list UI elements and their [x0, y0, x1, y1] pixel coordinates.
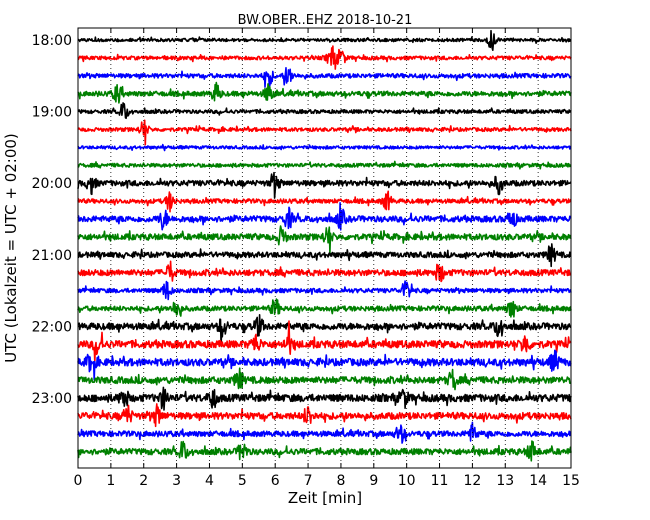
- y-axis: 18:00 19:00 20:00 21:00 22:00 23:00: [32, 33, 571, 407]
- x-tick-label: 9: [369, 473, 378, 489]
- x-tick-label: 12: [463, 473, 481, 489]
- x-tick-label: 5: [238, 473, 247, 489]
- y-tick-label: 20:00: [32, 176, 72, 192]
- grid-lines: [110, 28, 539, 468]
- trace-line: [77, 314, 572, 347]
- trace-line: [77, 349, 572, 381]
- trace-line: [77, 320, 572, 363]
- trace-line: [77, 202, 572, 231]
- x-tick-label: 11: [431, 473, 449, 489]
- chart-title: BW.OBER..EHZ 2018-10-21: [238, 13, 413, 28]
- trace-line: [77, 243, 572, 268]
- trace-line: [77, 190, 572, 213]
- x-axis: 0 1 2 3 4 5 6 7 8 9 10 11 12 13 14 15: [74, 28, 580, 489]
- trace-line: [77, 171, 572, 199]
- trace-line: [77, 102, 572, 120]
- x-tick-label: 13: [496, 473, 514, 489]
- trace-line: [77, 225, 572, 254]
- trace-line: [77, 119, 572, 146]
- trace-line: [77, 421, 572, 444]
- trace-line: [77, 143, 572, 152]
- y-axis-label: UTC (Lokalzeit = UTC + 02:00): [2, 133, 20, 363]
- trace-line: [77, 45, 572, 70]
- trace-group: [77, 29, 572, 462]
- x-tick-label: 2: [139, 473, 148, 489]
- x-tick-label: 1: [106, 473, 115, 489]
- y-tick-label: 21:00: [32, 248, 72, 264]
- x-tick-label: 0: [74, 473, 83, 489]
- plot-frame: [77, 27, 572, 469]
- y-tick-label: 23:00: [32, 391, 72, 407]
- trace-line: [77, 298, 572, 318]
- x-tick-label: 4: [205, 473, 214, 489]
- trace-line: [77, 160, 572, 170]
- trace-line: [77, 403, 572, 428]
- x-tick-label: 7: [304, 473, 313, 489]
- y-tick-label: 19:00: [32, 105, 72, 121]
- trace-line: [77, 81, 572, 104]
- y-tick-label: 18:00: [32, 33, 72, 49]
- trace-line: [77, 67, 572, 88]
- trace-line: [77, 260, 572, 283]
- x-tick-label: 15: [562, 473, 580, 489]
- x-tick-label: 6: [271, 473, 280, 489]
- trace-line: [77, 386, 572, 411]
- trace-line: [77, 367, 572, 391]
- x-tick-label: 3: [172, 473, 181, 489]
- x-tick-label: 14: [529, 473, 547, 489]
- x-axis-label: Zeit [min]: [288, 489, 362, 507]
- trace-line: [77, 440, 572, 462]
- y-tick-label: 22:00: [32, 319, 72, 335]
- trace-line: [77, 280, 572, 301]
- trace-line: [77, 29, 572, 51]
- x-tick-label: 8: [336, 473, 345, 489]
- x-tick-label: 10: [398, 473, 416, 489]
